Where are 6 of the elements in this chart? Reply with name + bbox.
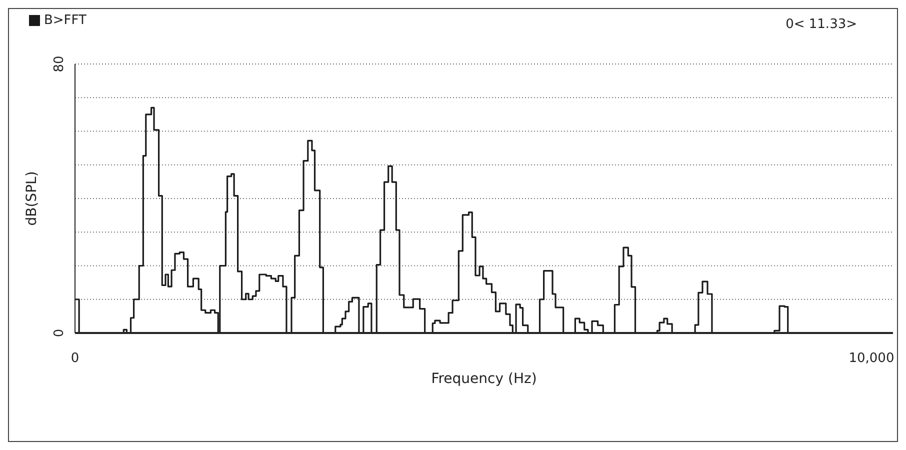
x-tick-label: 10,000 — [848, 351, 894, 366]
legend-label: B>FFT — [44, 13, 86, 28]
x-axis-title: Frequency (Hz) — [431, 371, 537, 387]
text: 0< 11.33> — [786, 17, 857, 32]
y-tick-label: 80 — [52, 56, 67, 72]
y-axis-title: dB(SPL) — [24, 171, 40, 226]
